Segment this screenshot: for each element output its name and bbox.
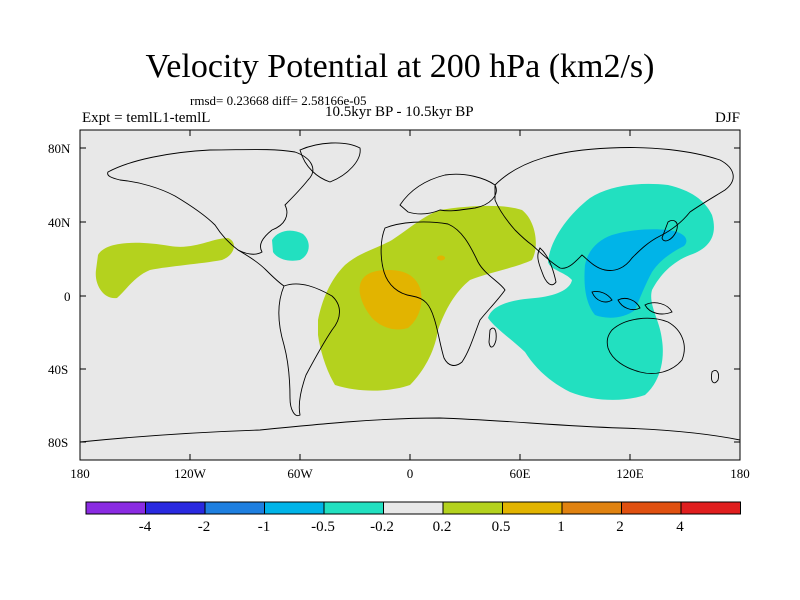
stats-text: rmsd= 0.23668 diff= 2.58166e-05 xyxy=(190,93,367,108)
experiment-label: Expt = temlL1-temlL xyxy=(82,110,211,126)
colorbar-label: 1 xyxy=(557,519,565,535)
lon-label: 60E xyxy=(509,466,531,481)
lat-label: 40N xyxy=(48,215,71,230)
colorbar-swatch xyxy=(145,501,206,515)
anomaly-positive-spot xyxy=(437,255,445,261)
lat-label: 0 xyxy=(64,289,71,304)
anomaly-negative-caribbean xyxy=(272,230,309,261)
colorbar-swatch xyxy=(85,501,146,515)
map-title: Velocity Potential at 200 hPa (km2/s) xyxy=(145,48,655,85)
period-label: 10.5kyr BP - 10.5kyr BP xyxy=(325,104,474,120)
lon-label: 120E xyxy=(616,466,644,481)
lon-label: 120W xyxy=(174,466,206,481)
colorbar-label: 0.2 xyxy=(432,519,452,535)
colorbar-label: -0.5 xyxy=(311,519,335,535)
colorbar-swatch xyxy=(680,501,741,515)
colorbar-swatch xyxy=(561,501,622,515)
coastlines xyxy=(80,142,740,443)
colorbar-swatch xyxy=(502,501,563,515)
colorbar xyxy=(85,501,741,515)
colorbar-swatch xyxy=(383,501,444,515)
anomaly-positive-core xyxy=(359,270,422,330)
anomaly-positive-pacific xyxy=(95,238,234,299)
colorbar-swatch xyxy=(323,501,384,515)
lat-label: 80S xyxy=(48,435,69,450)
colorbar-swatch xyxy=(621,501,682,515)
lat-label: 80N xyxy=(48,141,71,156)
colorbar-label: 0.5 xyxy=(491,519,511,535)
lon-label: 180 xyxy=(730,466,750,481)
lat-label: 40S xyxy=(48,362,69,377)
colorbar-label: -0.2 xyxy=(370,519,394,535)
lon-label: 0 xyxy=(406,466,414,481)
lon-label: 60W xyxy=(287,466,313,481)
colorbar-swatch xyxy=(442,501,503,515)
colorbar-label: -4 xyxy=(138,519,152,535)
colorbar-label: -2 xyxy=(197,519,211,535)
anomaly-negative-core xyxy=(584,229,687,318)
lon-label: 180 xyxy=(70,466,90,481)
season-label: DJF xyxy=(714,110,740,126)
colorbar-swatch xyxy=(264,501,325,515)
colorbar-label: 2 xyxy=(616,519,624,535)
colorbar-swatch xyxy=(204,501,265,515)
colorbar-label: 4 xyxy=(676,519,684,535)
anomaly-positive-atlantic-africa xyxy=(318,205,536,391)
lat-ticks xyxy=(80,147,740,443)
lon-ticks xyxy=(79,130,741,460)
colorbar-label: -1 xyxy=(257,519,271,535)
